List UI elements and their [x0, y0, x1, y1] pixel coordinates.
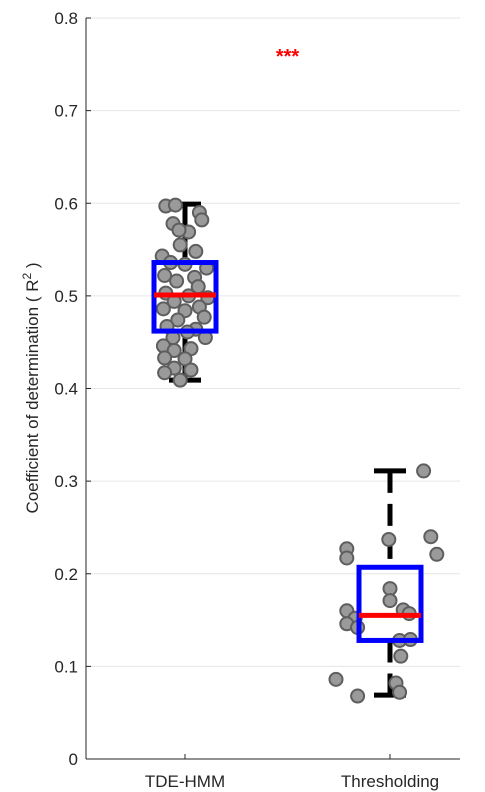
y-axis-title-superscript: 2 [20, 273, 34, 280]
y-tick-label: 0.7 [54, 102, 78, 121]
data-point [157, 267, 173, 283]
y-tick-label: 0.3 [54, 472, 78, 491]
y-axis-title-text: Coefficient of determination ( R [23, 280, 42, 514]
y-tick-label: 0.2 [54, 565, 78, 584]
data-point [183, 362, 199, 378]
x-ticks: TDE-HMM Thresholding [145, 754, 439, 791]
data-point [196, 309, 212, 325]
box-groups [151, 197, 445, 704]
data-point [188, 243, 204, 259]
y-axis-title: Coefficient of determination ( R2 ) [20, 262, 42, 513]
data-point [393, 648, 409, 664]
x-tick-label: Thresholding [341, 772, 439, 791]
data-point [328, 671, 344, 687]
data-point [177, 351, 193, 367]
data-point [155, 301, 171, 317]
y-tick-label: 0.6 [54, 194, 78, 213]
grid-lines [86, 17, 460, 667]
box-group [328, 463, 445, 704]
data-point [423, 529, 439, 545]
y-tick-label: 0.1 [54, 657, 78, 676]
data-point [172, 372, 188, 388]
data-point [194, 212, 210, 228]
data-point [172, 237, 188, 253]
y-axis-title-suffix: ) [23, 262, 42, 272]
data-point [382, 593, 398, 609]
data-point [167, 197, 183, 213]
y-tick-label: 0 [69, 750, 78, 769]
x-tick-label: TDE-HMM [145, 772, 225, 791]
y-tick-label: 0.4 [54, 380, 78, 399]
data-point [166, 343, 182, 359]
data-point [157, 365, 173, 381]
data-point [392, 684, 408, 700]
iqr-box [356, 564, 424, 643]
data-point [171, 222, 187, 238]
y-tick-label: 0.5 [54, 287, 78, 306]
data-point [170, 312, 186, 328]
data-point [429, 546, 445, 562]
data-point [381, 531, 397, 547]
y-ticks: 0 0.1 0.2 0.3 0.4 0.5 0.6 0.7 0.8 [54, 9, 91, 769]
box-group [151, 197, 219, 388]
data-point [169, 273, 185, 289]
data-point [157, 350, 173, 366]
y-tick-label: 0.8 [54, 9, 78, 28]
data-point [339, 550, 355, 566]
data-point [350, 688, 366, 704]
data-point [416, 463, 432, 479]
significance-marker: *** [276, 46, 300, 68]
